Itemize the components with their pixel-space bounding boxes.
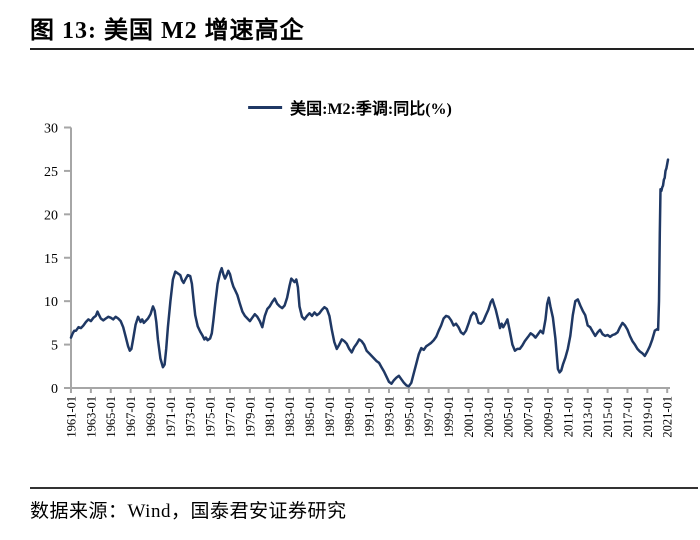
x-tick-label: 2013-01: [581, 396, 595, 438]
y-tick-label: 15: [44, 252, 58, 267]
x-tick-label: 1985-01: [303, 396, 317, 438]
footer-divider: [30, 487, 698, 489]
figure-title: 图 13: 美国 M2 增速高企: [30, 18, 305, 44]
x-tick-label: 2001-01: [462, 396, 476, 438]
x-tick-label: 1987-01: [323, 396, 337, 438]
x-tick-label: 1971-01: [164, 396, 178, 438]
x-tick-label: 1967-01: [124, 396, 138, 438]
x-tick-label: 1979-01: [243, 396, 257, 438]
x-tick-label: 1977-01: [223, 396, 237, 438]
x-tick-label: 2007-01: [522, 396, 536, 438]
x-tick-label: 1991-01: [363, 396, 377, 438]
chart-legend: 美国:M2:季调:同比(%): [248, 95, 452, 119]
y-tick-label: 20: [44, 208, 58, 223]
m2-line-chart: 0 5 10 15 20 25 30 1961-01 1963-01 1965-01 1967-01…: [44, 122, 675, 438]
x-tick-label: 1973-01: [184, 396, 198, 438]
title-divider: [30, 48, 694, 50]
x-tick-label: 2011-01: [561, 396, 575, 437]
y-tick-label: 25: [44, 165, 58, 180]
y-tick-label: 30: [44, 122, 58, 137]
y-tick-label: 10: [44, 295, 58, 310]
x-tick-label: 2009-01: [541, 396, 555, 438]
x-tick-label: 2021-01: [661, 396, 675, 438]
x-tick-label: 2003-01: [482, 396, 496, 438]
y-tick-label: 0: [51, 382, 58, 397]
x-tick-label: 1993-01: [382, 396, 396, 438]
data-source-note: 数据来源：Wind，国泰君安证券研究: [30, 501, 347, 522]
legend-line-marker: [248, 105, 283, 109]
x-tick-label: 1969-01: [144, 396, 158, 438]
x-tick-label: 2017-01: [621, 396, 635, 438]
x-tick-label: 1983-01: [283, 396, 297, 438]
x-tick-label: 1995-01: [402, 396, 416, 438]
y-axis-ticks: 0 5 10 15 20 25 30: [44, 122, 71, 397]
x-tick-label: 1961-01: [65, 396, 79, 438]
x-tick-label: 1963-01: [84, 396, 98, 438]
x-tick-label: 1975-01: [204, 396, 218, 438]
x-tick-label: 2019-01: [641, 396, 655, 438]
legend-label: 美国:M2:季调:同比(%): [290, 101, 452, 118]
x-axis-ticks: 1961-01 1963-01 1965-01 1967-01 1969-01 1971-…: [65, 388, 675, 438]
x-tick-label: 1981-01: [263, 396, 277, 438]
x-tick-label: 1997-01: [422, 396, 436, 438]
m2-series-line: [69, 158, 670, 388]
x-tick-label: 1999-01: [442, 396, 456, 438]
y-tick-label: 5: [51, 339, 58, 354]
x-tick-label: 2015-01: [601, 396, 615, 438]
x-tick-label: 1965-01: [104, 396, 118, 438]
x-tick-label: 1989-01: [343, 396, 357, 438]
x-tick-label: 2005-01: [502, 396, 516, 438]
